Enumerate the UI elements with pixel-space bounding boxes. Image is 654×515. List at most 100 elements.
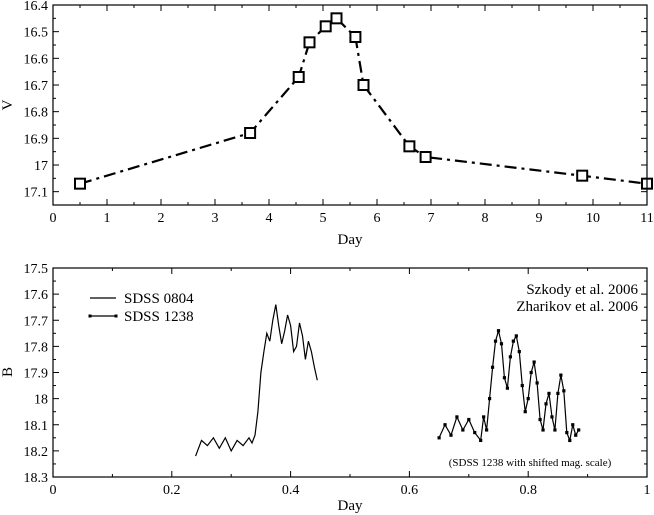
top-data-point: [349, 31, 362, 43]
top-x-tick-label: 0: [50, 211, 57, 226]
bottom-data-point: [479, 438, 483, 443]
top-data-point: [303, 36, 316, 49]
bottom-x-tick-label: 0.2: [163, 483, 181, 498]
bottom-data-point: [520, 383, 524, 388]
top-data-point: [74, 177, 86, 190]
bottom-data-point: [550, 415, 554, 419]
top-x-tick-label: 7: [428, 211, 435, 226]
top-x-tick-label: 10: [586, 211, 600, 226]
bottom-y-axis-title: B: [0, 367, 16, 377]
bottom-data-point: [490, 365, 495, 369]
top-data-point: [292, 71, 305, 83]
top-y-tick-label: 16.9: [24, 132, 49, 147]
top-data-point: [244, 127, 257, 139]
annotation-zharikov: Zharikov et al. 2006: [516, 299, 638, 315]
bottom-data-point: [455, 415, 459, 419]
bottom-data-point: [553, 428, 557, 432]
top-data-point: [419, 151, 432, 163]
top-x-axis-title: Day: [338, 232, 363, 248]
top-plot-frame: [52, 4, 648, 206]
legend-marker-sdss-1238-right: [114, 314, 118, 318]
top-y-tick-label: 16.5: [24, 26, 49, 41]
bottom-data-point: [538, 417, 542, 422]
bottom-data-point: [535, 381, 539, 385]
bottom-legend: SDSS 0804 SDSS 1238: [88, 291, 194, 325]
bottom-data-point: [496, 329, 501, 333]
top-x-tick-label: 4: [266, 211, 273, 226]
bottom-series-line-sdss-1238: [438, 330, 580, 443]
top-x-tick-label: 5: [320, 211, 327, 226]
top-y-tick-label: 16.6: [24, 52, 49, 67]
bottom-data-point: [562, 389, 566, 393]
top-x-tick-label: 8: [482, 211, 489, 226]
bottom-y-tick-label: 17.5: [24, 262, 49, 277]
bottom-data-point: [568, 438, 572, 443]
bottom-y-tick-label: 18.1: [24, 419, 49, 434]
bottom-data-point: [511, 339, 515, 343]
bottom-data-point: [437, 436, 441, 440]
top-data-point: [357, 79, 370, 91]
bottom-data-point: [461, 428, 465, 432]
top-y-tick-label: 16.7: [24, 79, 49, 94]
bottom-x-tick-label: 0.6: [401, 483, 419, 498]
bottom-x-tick-label: 1: [644, 483, 651, 498]
bottom-plot-frame: [52, 267, 648, 478]
bottom-data-point: [517, 350, 521, 354]
bottom-data-point: [508, 355, 512, 359]
top-y-tick-label: 16.8: [24, 106, 49, 121]
bottom-data-point: [505, 386, 510, 390]
top-x-tick-label: 6: [374, 211, 381, 226]
bottom-data-point: [514, 334, 518, 338]
bottom-y-tick-label: 18: [34, 393, 48, 408]
top-series-group: [74, 12, 653, 190]
top-x-tick-label: 9: [536, 211, 543, 226]
bottom-data-point: [565, 430, 569, 435]
bottom-data-point: [574, 433, 578, 437]
bottom-x-tick-label: 0.8: [519, 483, 537, 498]
bottom-data-point: [467, 417, 471, 422]
bottom-data-point: [547, 391, 551, 395]
bottom-data-point: [499, 342, 504, 346]
bottom-x-tick-label: 0.4: [282, 483, 300, 498]
bottom-data-point: [487, 397, 492, 401]
legend-label-sdss-0804: SDSS 0804: [124, 291, 194, 307]
top-x-tick-label: 2: [158, 211, 165, 226]
bottom-y-tick-label: 17.6: [24, 288, 49, 303]
bottom-y-tick-label: 17.9: [24, 367, 49, 382]
top-chart-panel: 0 1 2 3 4 5 6 7 8 9 10 11 16.4 16.5 16.6 16.7 16.8 16.9 17…: [0, 0, 654, 248]
bottom-data-point: [502, 376, 507, 380]
top-x-tick-label: 11: [640, 211, 653, 226]
bottom-data-point: [571, 423, 575, 427]
top-series-line-series-0: [79, 16, 648, 185]
bottom-data-point: [449, 433, 453, 437]
bottom-data-point: [473, 430, 477, 435]
annotation-szkody: Szkody et al. 2006: [526, 282, 638, 298]
bottom-chart-panel: 0 0.2 0.4 0.6 0.8 1 17.5 17.6 17.7 17.8 17.9 18 18.1…: [0, 262, 651, 514]
top-x-tick-label: 3: [212, 211, 219, 226]
top-axis-ticks: 0 1 2 3 4 5 6 7 8 9 10 11 16.4 16.5 16.6 16.7 16.8 16.9 17…: [24, 0, 654, 226]
annotation-shifted-scale: (SDSS 1238 with shifted mag. scale): [449, 457, 612, 469]
bottom-data-point: [541, 428, 545, 432]
top-data-point: [403, 140, 416, 153]
bottom-data-point: [485, 428, 489, 432]
top-data-point: [319, 20, 332, 33]
bottom-data-point: [556, 391, 560, 395]
bottom-x-axis-title: Day: [338, 498, 363, 514]
bottom-data-point: [493, 339, 498, 343]
bottom-y-tick-label: 18.2: [24, 445, 49, 460]
bottom-data-point: [532, 360, 536, 364]
bottom-series-group: [195, 304, 581, 457]
top-y-tick-label: 17: [34, 159, 48, 174]
bottom-y-tick-label: 18.3: [24, 471, 49, 486]
top-y-tick-label: 16.4: [24, 0, 49, 14]
bottom-data-point: [443, 423, 447, 427]
top-y-axis-title: V: [0, 99, 16, 110]
bottom-y-tick-label: 17.7: [24, 314, 49, 329]
bottom-data-point: [523, 410, 527, 414]
bottom-x-tick-label: 0: [50, 483, 57, 498]
bottom-data-point: [526, 397, 530, 401]
bottom-data-point: [577, 428, 581, 432]
legend-label-sdss-1238: SDSS 1238: [124, 309, 194, 325]
top-y-tick-label: 17.1: [24, 186, 49, 201]
